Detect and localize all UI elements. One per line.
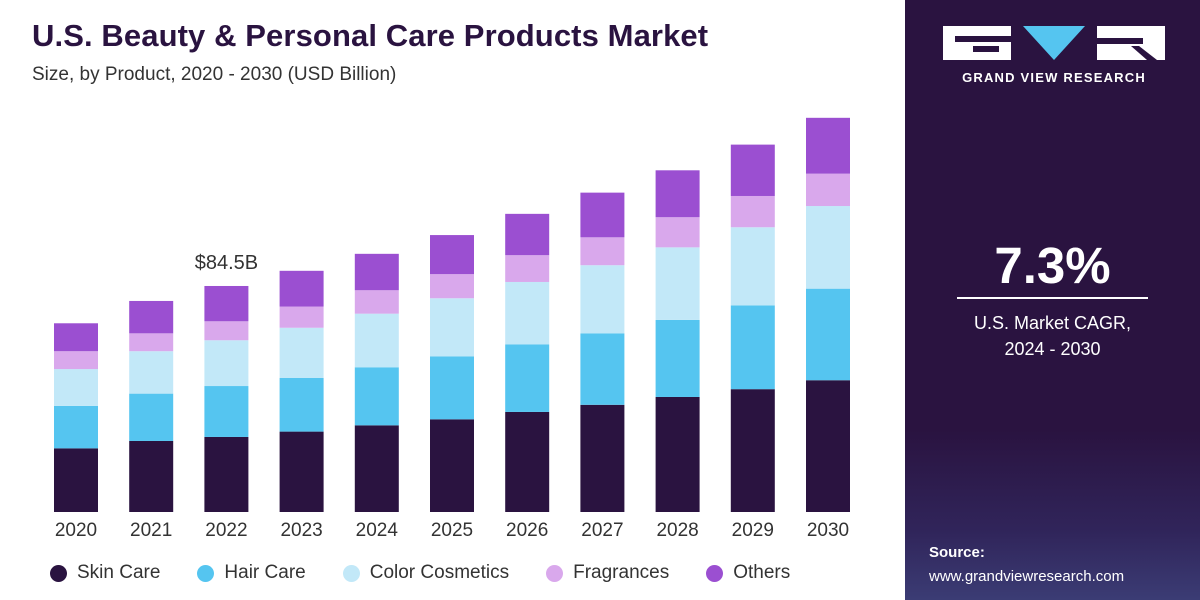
legend-swatch — [50, 564, 67, 582]
legend-label: Hair Care — [224, 562, 306, 583]
legend-swatch — [706, 564, 724, 582]
brand-logo-text: GRAND VIEW RESEARCH — [962, 70, 1146, 85]
bar-segment-others-2028 — [655, 170, 700, 218]
data-label-annotation: $84.5B — [195, 252, 258, 274]
bar-segment-fragrances-2020 — [54, 351, 98, 370]
legend-swatch — [546, 564, 564, 582]
cagr-value: 7.3% — [994, 237, 1111, 294]
x-tick-label: 2029 — [732, 520, 774, 541]
bar-segment-others-2030 — [806, 117, 850, 174]
bar-segment-skin-care-2029 — [730, 389, 775, 512]
bar-segment-fragrances-2026 — [505, 255, 550, 282]
source-link[interactable]: www.grandviewresearch.com — [929, 568, 1125, 585]
chart-area: U.S. Beauty & Personal Care Products Mar… — [32, 18, 850, 584]
bar-segment-color-cosmetics-2030 — [806, 206, 850, 289]
x-tick-label: 2021 — [130, 520, 172, 541]
bar-segment-fragrances-2024 — [354, 290, 399, 314]
bar-segment-color-cosmetics-2027 — [580, 265, 625, 334]
bar-segment-skin-care-2020 — [54, 448, 98, 512]
source-label: Source: — [929, 544, 985, 561]
legend-item-skin-care: Skin Care — [50, 562, 160, 584]
bar-segment-fragrances-2029 — [730, 195, 775, 228]
bar-segment-color-cosmetics-2024 — [354, 313, 399, 368]
bar-segment-fragrances-2030 — [806, 173, 850, 207]
brand-logo-mark — [943, 24, 1165, 71]
bar-segment-color-cosmetics-2026 — [505, 281, 550, 345]
bar-segment-color-cosmetics-2025 — [430, 298, 474, 357]
legend-label: Fragrances — [573, 562, 670, 583]
x-tick-label: 2026 — [506, 520, 548, 541]
chart-title: U.S. Beauty & Personal Care Products Mar… — [32, 18, 709, 53]
bar-segment-others-2023 — [279, 270, 324, 307]
bar-segment-others-2025 — [430, 235, 474, 275]
legend-item-hair-care: Hair Care — [197, 562, 306, 584]
bar-segment-color-cosmetics-2022 — [204, 340, 249, 387]
legend-item-color-cosmetics: Color Cosmetics — [342, 562, 510, 584]
x-tick-label: 2027 — [581, 520, 623, 541]
cagr-divider — [957, 297, 1148, 299]
bar-segment-others-2021 — [129, 300, 174, 334]
bar-segment-hair-care-2020 — [54, 405, 98, 449]
bar-segment-others-2024 — [354, 253, 399, 291]
bar-segment-color-cosmetics-2023 — [279, 327, 324, 378]
x-tick-label: 2023 — [280, 520, 322, 541]
bar-segment-color-cosmetics-2020 — [54, 369, 98, 406]
bar-segment-others-2029 — [730, 144, 775, 196]
chart-subtitle: Size, by Product, 2020 - 2030 (USD Billi… — [32, 64, 397, 85]
chart-legend: Skin Care Hair Care Color Cosmetics Fragran… — [50, 562, 827, 584]
bar-segment-hair-care-2027 — [580, 333, 625, 405]
x-tick-label: 2028 — [656, 520, 698, 541]
bar-segment-color-cosmetics-2028 — [655, 247, 700, 320]
bar-segment-fragrances-2027 — [580, 237, 625, 266]
bar-segment-skin-care-2023 — [279, 431, 324, 512]
x-tick-label: 2022 — [205, 520, 247, 541]
bar-segment-hair-care-2023 — [279, 378, 324, 432]
legend-label: Others — [733, 562, 791, 583]
legend-label: Skin Care — [77, 562, 161, 583]
bar-segment-others-2027 — [580, 192, 625, 238]
bar-segment-hair-care-2025 — [430, 356, 474, 420]
bar-segment-others-2026 — [505, 213, 550, 256]
legend-label: Color Cosmetics — [369, 562, 510, 583]
bar-segment-skin-care-2022 — [204, 436, 249, 512]
bar-segment-hair-care-2026 — [505, 344, 550, 412]
bar-segment-fragrances-2025 — [430, 274, 474, 299]
bar-segment-skin-care-2024 — [354, 425, 399, 512]
cagr-label: U.S. Market CAGR, 2024 - 2030 — [905, 310, 1200, 362]
bar-segment-skin-care-2030 — [806, 380, 850, 512]
bar-segment-hair-care-2028 — [655, 319, 700, 397]
bar-segment-color-cosmetics-2021 — [129, 351, 174, 394]
x-tick-label: 2025 — [431, 520, 473, 541]
bar-segment-others-2022 — [204, 285, 249, 322]
bar-segment-fragrances-2028 — [655, 217, 700, 248]
bar-segment-hair-care-2022 — [204, 386, 249, 437]
bar-segment-skin-care-2028 — [655, 396, 700, 512]
legend-item-fragrances: Fragrances — [546, 562, 669, 584]
legend-swatch — [342, 564, 360, 582]
bar-segment-color-cosmetics-2029 — [730, 227, 775, 306]
bar-segment-fragrances-2023 — [279, 306, 324, 328]
bar-segment-skin-care-2025 — [430, 419, 474, 512]
bar-segment-hair-care-2021 — [129, 393, 174, 441]
bar-segment-others-2020 — [54, 323, 98, 352]
decorative-background — [905, 430, 1200, 600]
cagr-label-line1: U.S. Market CAGR, — [973, 313, 1132, 333]
bar-segment-hair-care-2030 — [806, 288, 850, 381]
bar-segment-hair-care-2024 — [354, 367, 399, 426]
bar-segment-hair-care-2029 — [730, 305, 775, 390]
bar-segment-fragrances-2022 — [204, 321, 249, 341]
chart-plot: 2020 2021 2022 $84.5B 2023 2024 2025 2026 2027 20… — [54, 117, 850, 541]
x-tick-label: 2024 — [356, 520, 399, 541]
x-tick-label: 2020 — [55, 520, 97, 541]
legend-item-others: Others — [706, 562, 790, 584]
cagr-label-line2: 2024 - 2030 — [1004, 339, 1101, 359]
legend-swatch — [197, 564, 215, 582]
side-panel: GRAND VIEW RESEARCH 7.3% U.S. Market CAG… — [905, 0, 1200, 600]
x-tick-label: 2030 — [807, 520, 849, 541]
bar-segment-fragrances-2021 — [129, 333, 174, 352]
bar-segment-skin-care-2027 — [580, 404, 625, 512]
bar-segment-skin-care-2021 — [129, 440, 174, 512]
bar-segment-skin-care-2026 — [505, 411, 550, 512]
